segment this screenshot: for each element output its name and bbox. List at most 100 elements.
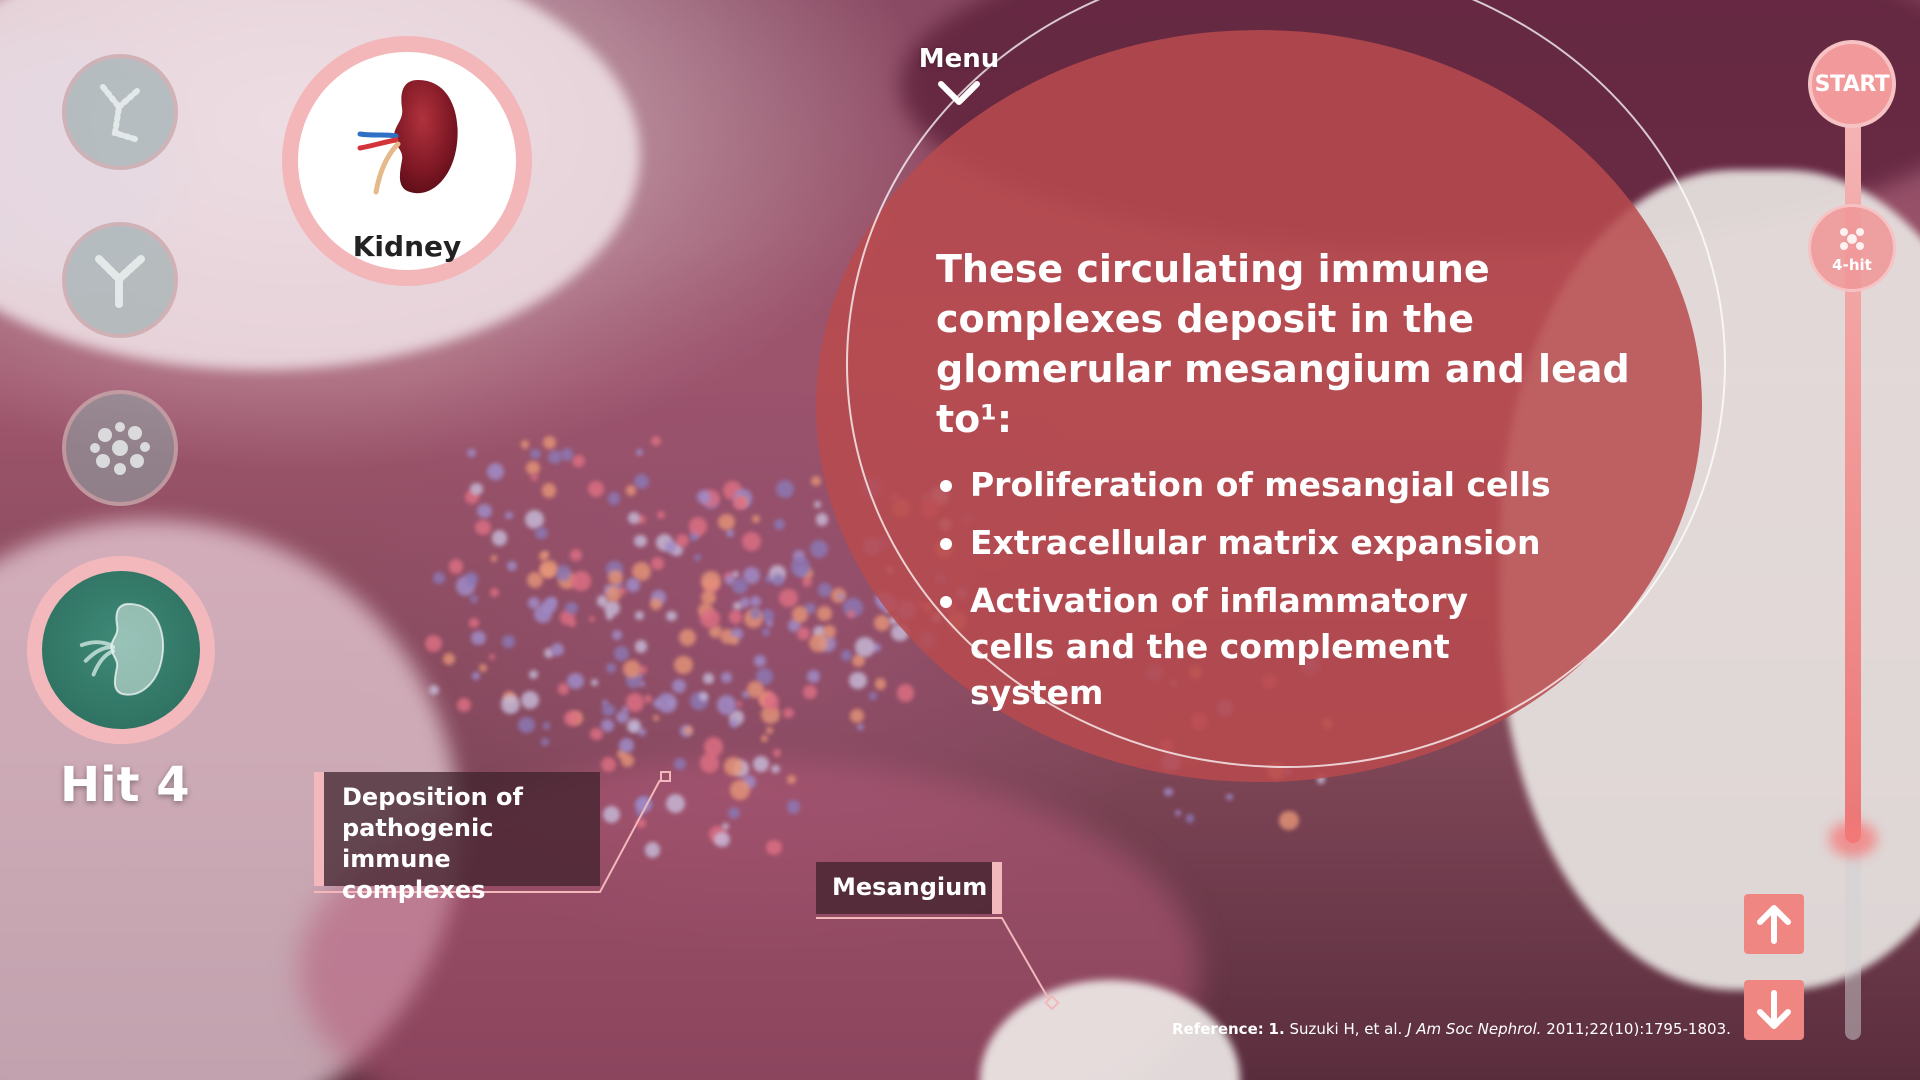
immune-complex-particle: [771, 764, 780, 774]
immune-complex-particle: [607, 492, 621, 505]
immune-complex-particle: [741, 531, 762, 552]
menu-label: Menu: [918, 44, 1000, 74]
immune-complex-particle: [855, 636, 876, 657]
immune-complex-particle: [811, 476, 822, 487]
immune-complex-particle: [540, 738, 549, 747]
immune-complex-particle: [766, 727, 773, 734]
immune-complex-particle: [773, 748, 782, 757]
immune-complex-particle: [633, 474, 650, 490]
immune-complex-particle: [570, 549, 582, 562]
timeline-step-4-hit[interactable]: 4-hit: [1808, 204, 1896, 292]
immune-complex-particle: [693, 554, 701, 562]
immune-complex-particle: [521, 690, 539, 709]
immune-complex-particle: [809, 633, 829, 653]
immune-complex-particle: [772, 574, 785, 586]
timeline-handle[interactable]: [1829, 821, 1877, 857]
immune-complex-particle: [804, 603, 816, 615]
kidney-badge-inner: Kidney: [298, 52, 516, 270]
immune-complex-particle: [779, 588, 798, 607]
nav-item-antibody[interactable]: [62, 222, 178, 338]
immune-complex-particle: [786, 800, 801, 814]
immune-complex-particle: [535, 526, 548, 539]
immune-complex-particle: [554, 565, 571, 582]
immune-complex-particle: [703, 673, 714, 684]
immune-complex-particle: [625, 693, 645, 712]
previous-button[interactable]: [1744, 894, 1804, 954]
immune-complex-particle: [501, 634, 515, 648]
immune-complex-particle: [504, 511, 513, 520]
immune-complex-particle: [817, 606, 833, 622]
immune-complex-particle: [857, 723, 865, 731]
timeline-step-label: 4-hit: [1832, 256, 1872, 274]
immune-complex-particle: [874, 615, 891, 632]
immune-complex-particle: [708, 625, 722, 639]
immune-complex-particle: [649, 597, 663, 611]
immune-complex-particle: [674, 655, 693, 675]
immune-complex-particle: [448, 559, 464, 575]
immune-complex-particle: [755, 667, 773, 685]
immune-complex-particle: [657, 510, 666, 520]
immune-complex-particle: [548, 450, 563, 465]
immune-complex-particle: [467, 448, 476, 458]
nav-item-antibody-chain[interactable]: [62, 54, 178, 170]
immune-complex-particle: [787, 775, 797, 785]
immune-complex-particle: [636, 449, 644, 457]
immune-complex-particle: [1226, 793, 1233, 801]
immune-complex-particle: [470, 630, 486, 646]
immune-complex-particle: [612, 630, 622, 640]
immune-complex-particle: [530, 448, 541, 460]
info-list-item: Proliferation of mesangial cells: [936, 462, 1656, 508]
menu-button[interactable]: Menu: [908, 44, 1010, 106]
immune-complex-particle: [783, 707, 794, 719]
immune-complex-particle: [589, 615, 596, 622]
info-list-item-text: Proliferation of mesangial cells: [970, 465, 1551, 504]
immune-complex-particle: [622, 660, 641, 679]
immune-complex-particle: [1164, 787, 1173, 797]
immune-complex-particle: [542, 436, 556, 450]
immune-complex-particle: [754, 655, 766, 668]
immune-complex-particle: [507, 561, 518, 571]
immune-complex-icon: [90, 422, 150, 475]
callout-deposition: Deposition of pathogenic immune complexe…: [314, 772, 600, 904]
immune-complex-particle: [657, 693, 677, 713]
nav-item-kidney-inner: [42, 571, 200, 729]
immune-complex-particle: [567, 672, 585, 690]
immune-complex-particle: [869, 692, 877, 701]
immune-complex-particle: [558, 683, 570, 695]
info-list-item: Extracellular matrix expansion: [936, 520, 1656, 566]
immune-complex-particle: [442, 653, 455, 666]
immune-complex-particle: [796, 626, 810, 640]
immune-complex-particle: [615, 710, 629, 724]
nav-item-immune-complex[interactable]: [62, 390, 178, 506]
immune-complex-particle: [601, 699, 609, 706]
timeline-start-button[interactable]: START: [1808, 40, 1896, 128]
immune-complex-particle: [728, 610, 742, 624]
immune-complex-particle: [524, 509, 545, 529]
immune-complex-particle: [773, 519, 785, 530]
active-hit-label: Hit 4: [60, 757, 190, 813]
immune-complex-particle: [838, 593, 845, 600]
nav-item-kidney-active[interactable]: [27, 556, 215, 744]
info-list-item: Activation of inflammatory cells and the…: [936, 578, 1496, 716]
immune-complex-particle: [849, 671, 868, 690]
immune-complex-particle: [652, 715, 660, 722]
immune-complex-particle: [433, 572, 446, 585]
immune-complex-particle: [572, 454, 586, 468]
info-list-item-text: Activation of inflammatory cells and the…: [970, 581, 1469, 712]
immune-complex-particle: [733, 496, 748, 510]
immune-complex-particle: [571, 571, 591, 591]
immune-complex-particle: [815, 513, 829, 526]
immune-complex-particle: [644, 695, 652, 703]
immune-complex-particle: [637, 672, 644, 679]
immune-complex-particle: [747, 681, 765, 699]
next-button[interactable]: [1744, 980, 1804, 1040]
immune-complex-particle: [665, 794, 686, 814]
immune-complex-particle: [674, 758, 687, 771]
immune-complex-particle: [683, 725, 694, 735]
immune-complex-particle: [750, 596, 762, 608]
immune-complex-particle: [603, 599, 621, 617]
kidney-badge: Kidney: [282, 36, 532, 286]
immune-complex-particle: [600, 719, 615, 733]
immune-complex-particle: [606, 663, 616, 674]
immune-complex-particle: [542, 721, 551, 730]
